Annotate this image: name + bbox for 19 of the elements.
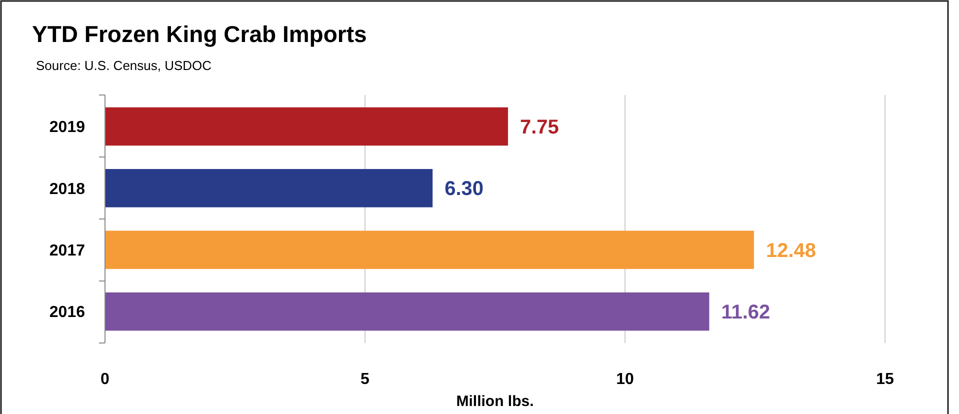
x-tick-label: 0 <box>100 371 110 388</box>
x-axis-title: Million lbs. <box>456 393 534 410</box>
chart-title: YTD Frozen King Crab Imports <box>32 21 367 47</box>
x-tick-label: 5 <box>360 371 370 388</box>
y-tick-label: 2017 <box>49 242 86 260</box>
y-tick-label: 2019 <box>49 119 86 136</box>
y-tick-label: 2018 <box>49 180 86 198</box>
bar <box>105 107 508 146</box>
data-label: 12.48 <box>766 240 816 262</box>
x-tick-label: 10 <box>616 371 634 388</box>
x-tick-label: 15 <box>876 371 894 388</box>
data-label: 7.75 <box>520 116 559 138</box>
source-note: Source: U.S. Census, USDOC <box>36 58 212 73</box>
data-label: 11.62 <box>721 302 770 324</box>
bar <box>105 169 433 208</box>
y-tick-label: 2016 <box>49 304 86 322</box>
bar <box>105 292 710 331</box>
bar <box>105 230 754 269</box>
data-label: 6.30 <box>444 178 484 200</box>
